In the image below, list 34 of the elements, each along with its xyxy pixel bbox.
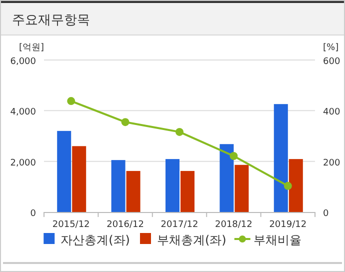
bar (234, 164, 249, 212)
bar (126, 170, 140, 212)
chart-title: 주요재무항목 (12, 13, 90, 28)
y2-axis-title: [%] (323, 43, 339, 53)
bar (72, 146, 86, 212)
point (67, 97, 76, 106)
point (176, 128, 184, 136)
point (230, 152, 238, 160)
y-tick-label: 6,000 (10, 57, 36, 67)
y2-tick-label: 200 (323, 158, 340, 168)
x-tick-label: 2019/12 (269, 220, 307, 230)
bar (166, 159, 180, 212)
y-tick-label: 4,000 (10, 108, 36, 118)
bar (180, 170, 194, 212)
y2-tick-label: 600 (323, 57, 340, 67)
point (121, 118, 130, 126)
x-tick-label: 2016/12 (106, 220, 144, 230)
bar (274, 104, 288, 212)
bar (57, 130, 72, 212)
bar (288, 159, 303, 212)
point (284, 182, 292, 190)
y-tick-label: 0 (30, 209, 36, 219)
x-tick-label: 2018/12 (215, 220, 252, 230)
y2-tick-label: 400 (323, 108, 340, 118)
x-tick-label: 2017/12 (160, 220, 198, 230)
legend-label: 자산총계(좌) (60, 233, 130, 247)
y-axis-title: [억원] (19, 43, 44, 53)
y2-tick-label: 0 (323, 209, 329, 219)
legend-label: 부채총계(좌) (157, 233, 226, 247)
y-tick-label: 2,000 (10, 158, 36, 168)
bar (111, 160, 126, 212)
legend-label: 부채비율 (253, 233, 302, 247)
bar (220, 144, 234, 212)
x-tick-label: 2015/12 (52, 220, 90, 230)
